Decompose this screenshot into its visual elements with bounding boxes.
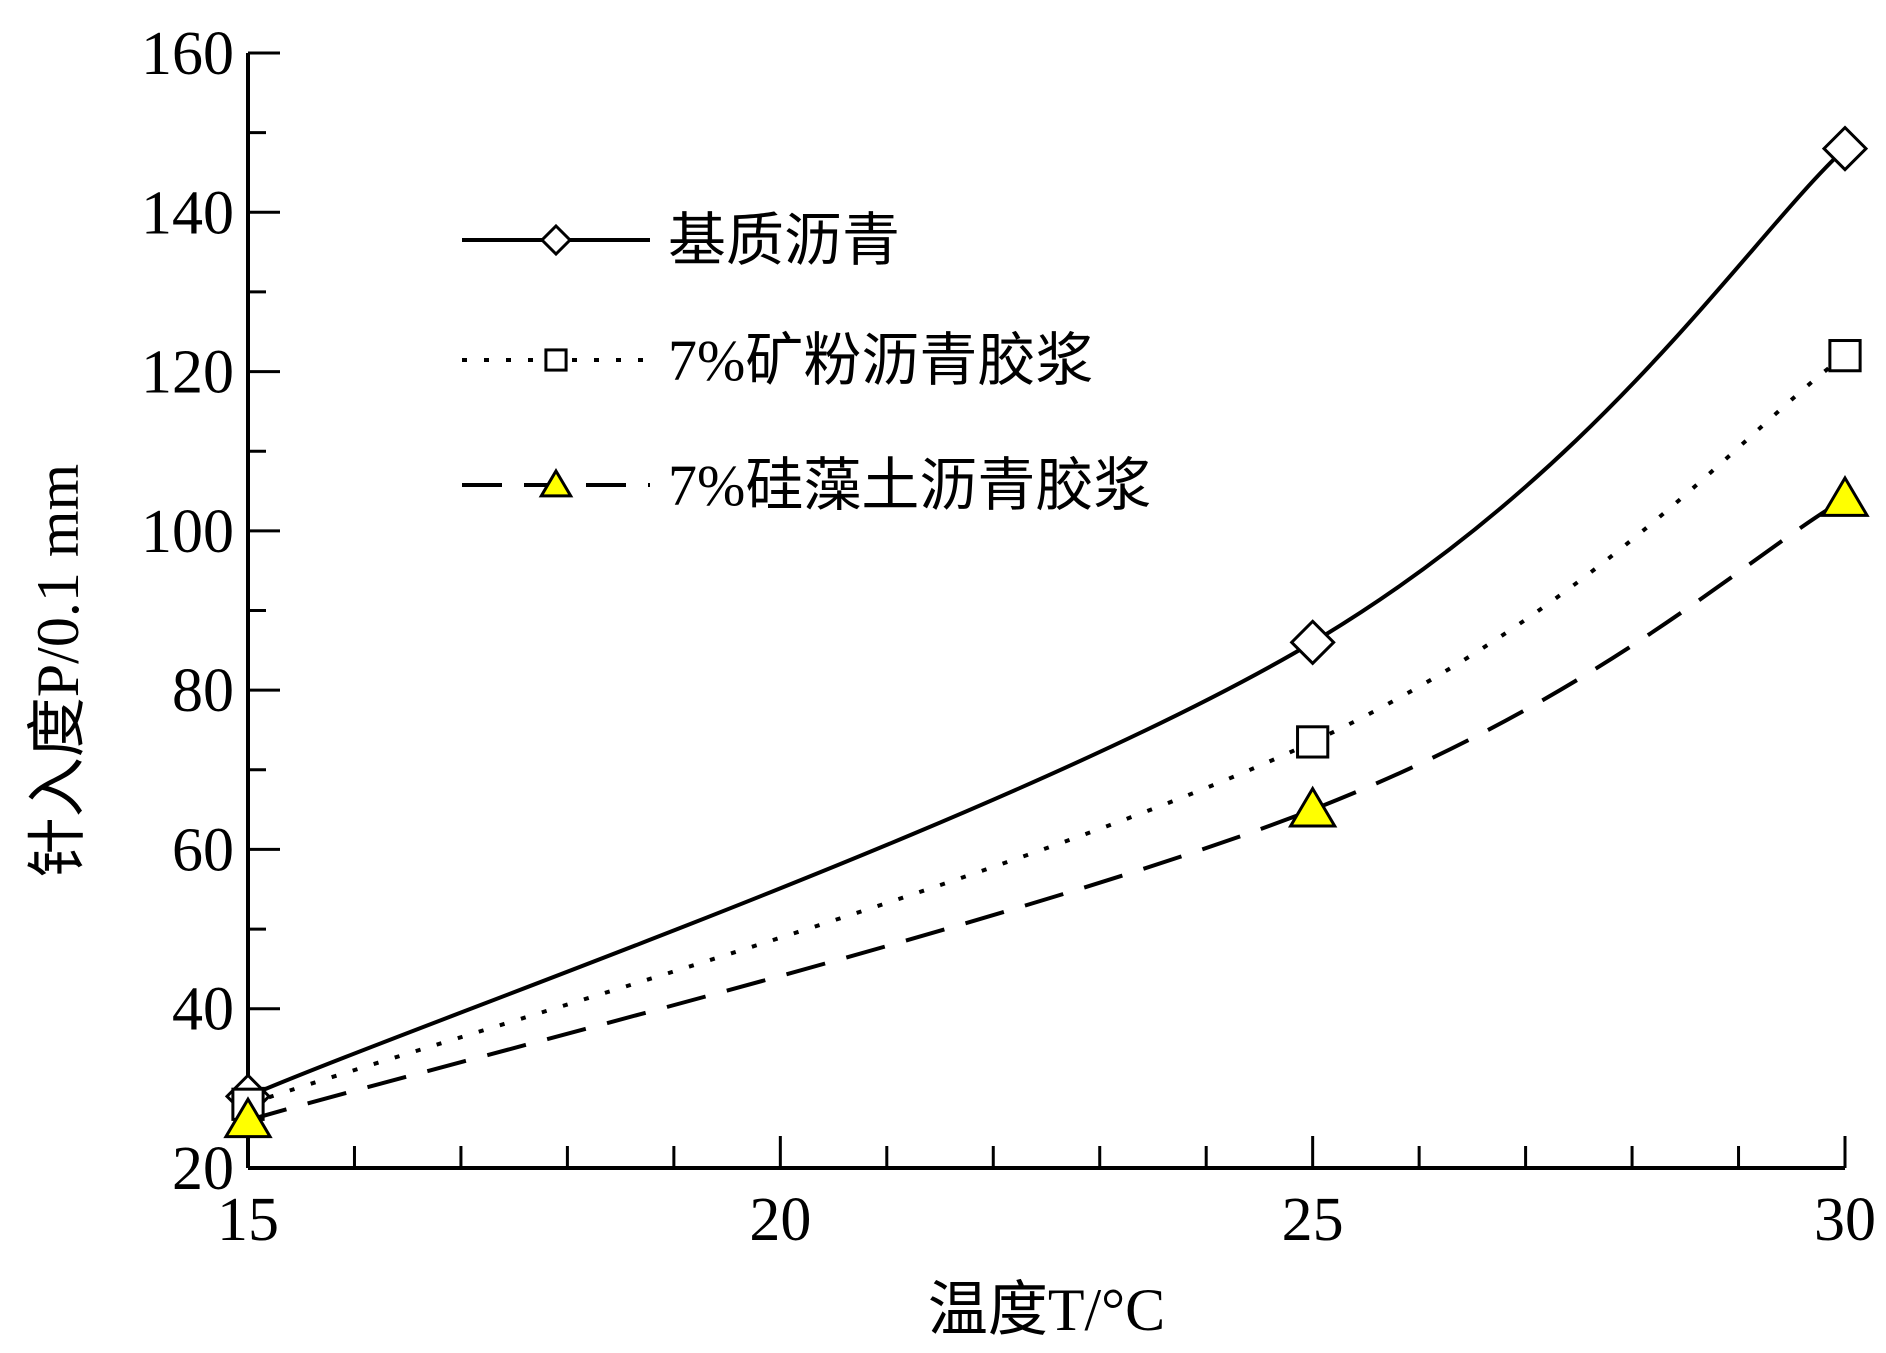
data-point-marker	[1820, 475, 1870, 517]
legend-marker	[538, 468, 574, 498]
data-point-marker	[1828, 339, 1862, 373]
data-point-marker	[1296, 725, 1330, 759]
legend-item-2: 7%矿粉沥青胶浆	[462, 328, 1093, 393]
y-tick-label: 20	[172, 1135, 234, 1203]
series-3	[223, 475, 1870, 1139]
x-tick-label: 15	[217, 1186, 279, 1254]
x-axis-title: 温度T/°C	[928, 1277, 1165, 1343]
y-tick-label: 60	[172, 816, 234, 884]
legend-item-3: 7%硅藻土沥青胶浆	[462, 453, 1151, 518]
legend-marker	[544, 348, 568, 372]
series-line	[247, 354, 1847, 1107]
data-point-marker	[223, 1096, 273, 1139]
legend-label: 基质沥青	[668, 208, 900, 273]
data-point-marker	[1287, 785, 1338, 828]
y-tick-label: 160	[141, 20, 234, 88]
x-tick-label: 20	[749, 1186, 811, 1254]
y-tick-label: 140	[141, 179, 234, 247]
y-axis-title: 针入度P/0.1 mm	[25, 464, 91, 877]
series-line	[247, 147, 1847, 1099]
series-1	[224, 125, 1869, 1120]
y-tick-label: 80	[172, 657, 234, 725]
y-tick-label: 120	[141, 339, 234, 407]
legend-label: 7%硅藻土沥青胶浆	[668, 453, 1151, 518]
data-point-marker	[1289, 619, 1336, 666]
data-point-marker	[1821, 125, 1869, 172]
y-tick-label: 40	[172, 976, 234, 1044]
x-tick-label: 30	[1814, 1186, 1876, 1254]
legend: 基质沥青 7%矿粉沥青胶浆 7%硅藻土沥青胶浆	[462, 208, 1151, 518]
x-tick-label: 25	[1282, 1186, 1344, 1254]
legend-marker	[539, 223, 573, 257]
legend-label: 7%矿粉沥青胶浆	[668, 328, 1093, 393]
y-tick-label: 100	[141, 498, 234, 566]
series-line	[247, 497, 1847, 1123]
legend-item-1: 基质沥青	[462, 208, 900, 273]
series-layer	[223, 125, 1870, 1139]
